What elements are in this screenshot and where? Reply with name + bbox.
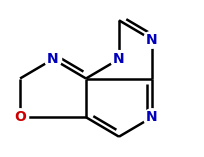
Text: N: N <box>145 33 157 47</box>
Circle shape <box>110 51 127 68</box>
Text: N: N <box>145 110 157 124</box>
Circle shape <box>44 51 61 68</box>
Circle shape <box>11 109 29 126</box>
Circle shape <box>143 31 160 48</box>
Text: N: N <box>113 52 124 66</box>
Text: N: N <box>47 52 59 66</box>
Circle shape <box>143 109 160 126</box>
Text: O: O <box>14 110 26 124</box>
